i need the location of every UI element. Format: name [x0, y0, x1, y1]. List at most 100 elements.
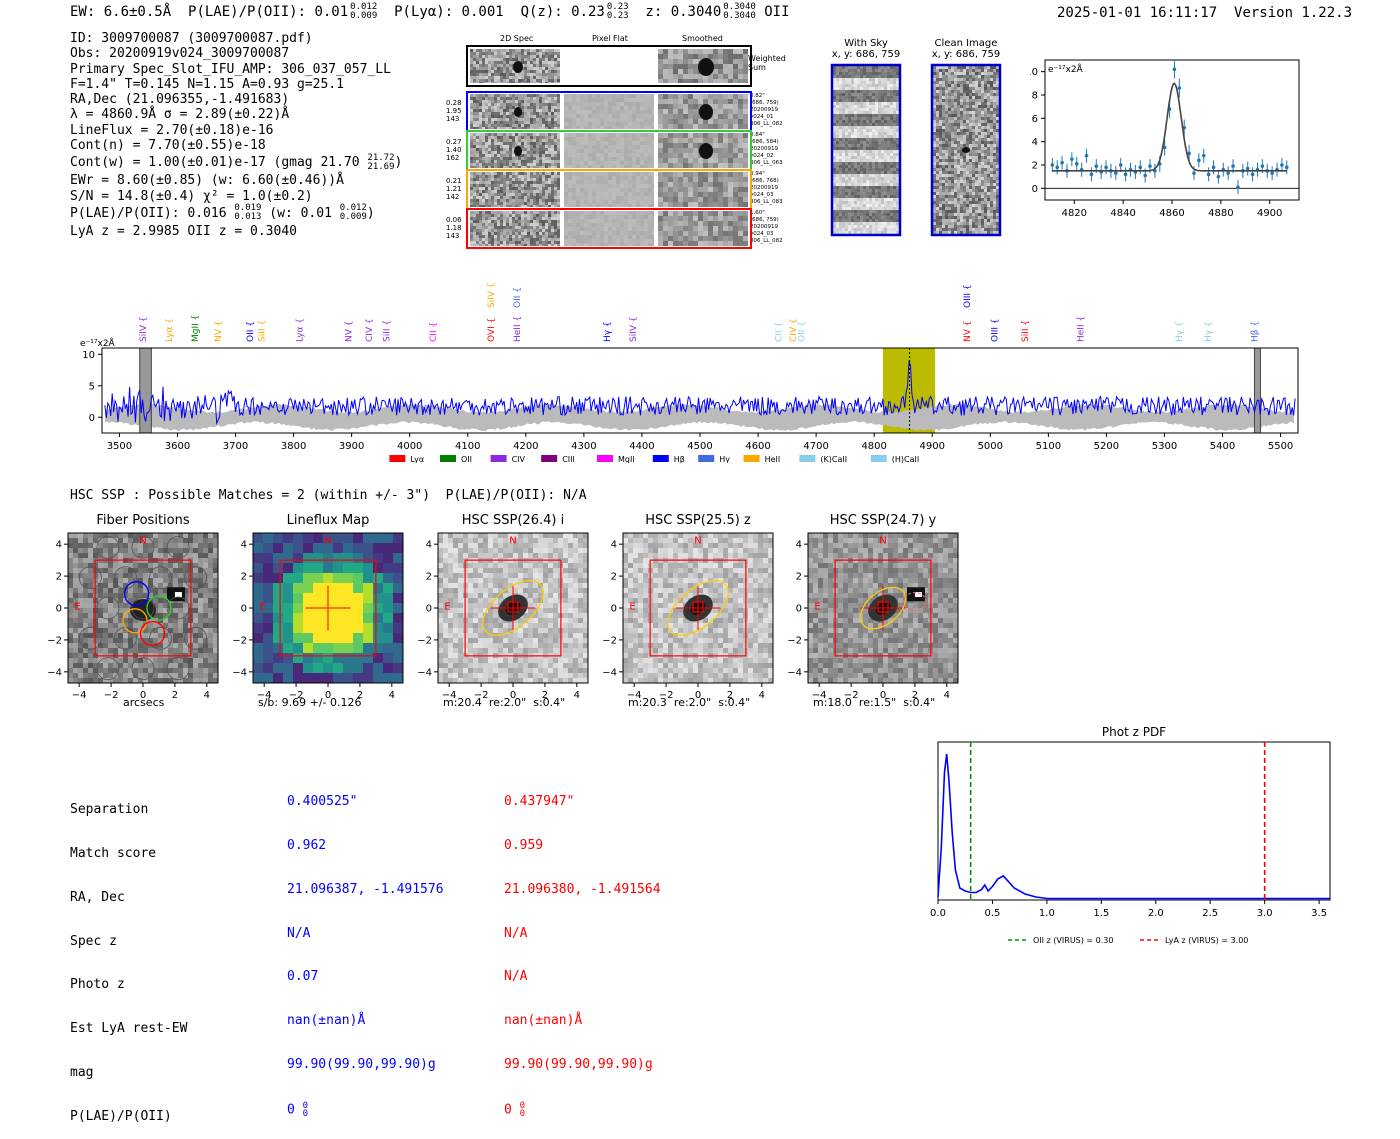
data-point: [1085, 154, 1089, 158]
data-point: [1261, 164, 1265, 168]
line-id-label: OII {: [246, 321, 256, 342]
legend-swatch: [653, 455, 669, 462]
exposure-pixel-flat: [564, 211, 654, 246]
cutout-title: HSC SSP(26.4) i: [433, 513, 593, 528]
data-point: [1070, 157, 1074, 161]
pdf-title: Phot z PDF: [1102, 725, 1166, 739]
x-tick-label: 4500: [687, 441, 712, 452]
source-spot: [699, 143, 713, 159]
match-label: Photo z: [70, 978, 187, 993]
x-tick-label: −2: [844, 690, 859, 698]
line-id-label: OII {: [513, 287, 523, 308]
x-tick-label: 5000: [978, 441, 1003, 452]
spec2d-panel: 2D Spec Pixel Flat Smoothed Weighted Sum…: [440, 34, 820, 254]
x-tick-label: 3900: [339, 441, 364, 452]
source-spot: [698, 58, 714, 76]
north-label: N: [509, 535, 516, 546]
data-point: [1143, 174, 1147, 178]
info-redshifts: LyA z = 2.9985 OII z = 0.3040: [70, 224, 402, 239]
match-label: P(LAE)/P(OII): [70, 1110, 187, 1125]
match-value: 0.437947": [504, 795, 661, 810]
line-id-text: SiIV {: [629, 316, 639, 342]
data-point: [1202, 154, 1206, 158]
y-tick-label: −2: [602, 635, 617, 646]
y-tick-label: −2: [47, 635, 62, 646]
pdf-curve: [938, 754, 1330, 899]
east-label: E: [259, 602, 265, 613]
line-id-label: SiIV {: [487, 282, 497, 308]
x-tick-label: 4: [389, 690, 395, 698]
x-tick-label: 3800: [281, 441, 306, 452]
line-id-text: Hβ {: [1250, 321, 1260, 342]
data-point: [1090, 173, 1094, 177]
x-tick-label: 4820: [1062, 208, 1087, 219]
data-point: [1251, 173, 1255, 177]
x-tick-label: −4: [812, 690, 827, 698]
legend-swatch: [698, 455, 714, 462]
match-value: 0.959: [504, 839, 661, 854]
line-id-label: HeII {: [513, 316, 523, 342]
y-tick-label: 2: [796, 572, 802, 583]
x-tick-label: 3700: [223, 441, 248, 452]
x-tick-label: 4700: [803, 441, 828, 452]
line-id-text: OII {: [246, 321, 256, 342]
match-value: nan(±nan)Å: [504, 1014, 661, 1029]
x-tick-label: 0: [880, 690, 886, 698]
legend-label: Hβ: [674, 455, 685, 463]
cutout-title: HSC SSP(25.5) z: [618, 513, 778, 528]
match-value: 21.096387, -1.491576: [287, 883, 444, 898]
x-tick-label: 3.5: [1311, 908, 1327, 919]
legend-label: CIV: [512, 455, 526, 463]
line-id-text: Hγ {: [603, 321, 613, 342]
data-point: [1212, 166, 1216, 170]
east-label: E: [814, 602, 820, 613]
line-id-text: HeII {: [1076, 316, 1086, 342]
line-id-text: NV {: [214, 321, 224, 342]
gaussian-fit-line: [1052, 83, 1287, 170]
data-point: [1226, 171, 1230, 175]
exposure-pixel-flat: [564, 94, 654, 129]
line-id-label: SiII {: [1021, 320, 1031, 342]
y-tick-label: −4: [787, 667, 802, 678]
y-tick-label: 4: [241, 540, 247, 551]
x-tick-label: 0: [325, 690, 331, 698]
data-point: [1207, 173, 1211, 177]
x-tick-label: 4840: [1110, 208, 1135, 219]
x-tick-label: −4: [257, 690, 272, 698]
x-tick-label: −2: [474, 690, 489, 698]
y-tick-label: 10: [1030, 67, 1038, 78]
source-spot: [962, 147, 970, 153]
exposure-pixel-flat: [564, 133, 654, 168]
match-value: 99.90(99.90,99.90)g: [504, 1058, 661, 1073]
legend-swatch: [491, 455, 507, 462]
data-point: [1280, 163, 1284, 167]
line-id-text: SiII {: [382, 320, 392, 342]
cutout-title: Fiber Positions: [63, 513, 223, 528]
clean-image-coords: x, y: 686, 759: [928, 49, 1004, 60]
with-sky-coords: x, y: 686, 759: [830, 49, 902, 60]
legend-label: MgII: [618, 455, 635, 463]
header-version: Version 1.22.3: [1234, 5, 1352, 21]
with-sky-image: [833, 66, 899, 234]
data-point: [1236, 185, 1240, 189]
x-tick-label: 4000: [397, 441, 422, 452]
match-label: Match score: [70, 847, 187, 862]
line-id-label: CIV {: [365, 318, 375, 342]
match-label: mag: [70, 1066, 187, 1081]
data-point: [1075, 162, 1079, 166]
legend-label: (K)CaII: [820, 455, 847, 463]
line-id-text: NV {: [963, 321, 973, 342]
line-id-label: SiIV {: [139, 316, 149, 342]
x-tick-label: 0.0: [930, 908, 946, 919]
line-id-text: CIV {: [365, 318, 375, 342]
match-label: Est LyA rest-EW: [70, 1022, 187, 1037]
y-tick-label: 4: [426, 540, 432, 551]
line-id-text: CII {: [774, 322, 784, 342]
legend-swatch: [597, 455, 613, 462]
line-id-label: SiII {: [382, 320, 392, 342]
exposure-smoothed: [658, 211, 748, 246]
